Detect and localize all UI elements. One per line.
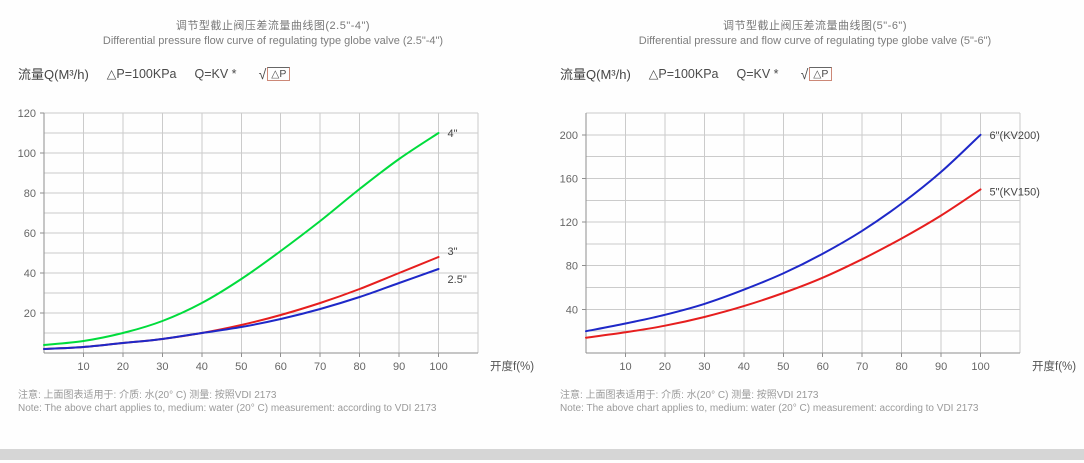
svg-text:10: 10 bbox=[619, 361, 631, 373]
chart-title-en: Differential pressure and flow curve of … bbox=[638, 35, 992, 47]
svg-text:50: 50 bbox=[777, 361, 789, 373]
chart-title-cn: 调节型截止阀压差流量曲线图(2.5"-4") bbox=[175, 20, 371, 32]
svg-text:80: 80 bbox=[354, 361, 366, 373]
svg-text:30: 30 bbox=[156, 361, 168, 373]
svg-text:6"(KV200): 6"(KV200) bbox=[990, 130, 1040, 142]
svg-text:80: 80 bbox=[24, 188, 36, 200]
note-cn: 注意: 上面图表适用于: 介质: 水(20° C) 测量: 按照VDI 2173 bbox=[560, 390, 819, 401]
svg-text:3": 3" bbox=[448, 246, 458, 258]
svg-text:100: 100 bbox=[971, 361, 989, 373]
pressure-label: △P=100KPa bbox=[648, 67, 719, 81]
svg-text:160: 160 bbox=[560, 173, 578, 185]
svg-text:2.5": 2.5" bbox=[448, 274, 467, 286]
chart-panel-small-valves: 调节型截止阀压差流量曲线图(2.5"-4") Differential pres… bbox=[8, 20, 538, 415]
svg-text:20: 20 bbox=[24, 308, 36, 320]
sqrt-argument: △P bbox=[267, 66, 291, 81]
note-en: Note: The above chart applies to, medium… bbox=[18, 403, 437, 414]
flow-axis-label: 流量Q(M³/h) bbox=[18, 67, 89, 82]
svg-text:开度f(%): 开度f(%) bbox=[1032, 359, 1076, 373]
svg-text:80: 80 bbox=[896, 361, 908, 373]
svg-text:10: 10 bbox=[77, 361, 89, 373]
svg-text:120: 120 bbox=[18, 108, 36, 120]
svg-text:40: 40 bbox=[196, 361, 208, 373]
sqrt-radical-icon: √ △P bbox=[259, 66, 291, 82]
formula-row: 流量Q(M³/h) △P=100KPa Q=KV * √ △P bbox=[560, 64, 1080, 83]
note-cn: 注意: 上面图表适用于: 介质: 水(20° C) 测量: 按照VDI 2173 bbox=[18, 390, 277, 401]
chart-title-en: Differential pressure flow curve of regu… bbox=[102, 35, 444, 47]
sqrt-radical-icon: √ △P bbox=[801, 66, 833, 82]
svg-text:70: 70 bbox=[856, 361, 868, 373]
svg-text:60: 60 bbox=[275, 361, 287, 373]
svg-text:50: 50 bbox=[235, 361, 247, 373]
svg-text:60: 60 bbox=[817, 361, 829, 373]
svg-text:90: 90 bbox=[935, 361, 947, 373]
flow-axis-label: 流量Q(M³/h) bbox=[560, 67, 631, 82]
page-edge-strip bbox=[0, 449, 1084, 460]
chart-notes: 注意: 上面图表适用于: 介质: 水(20° C) 测量: 按照VDI 2173… bbox=[560, 389, 1080, 415]
chart-panel-large-valves: 调节型截止阀压差流量曲线图(5"-6") Differential pressu… bbox=[550, 20, 1080, 415]
svg-text:120: 120 bbox=[560, 217, 578, 229]
formula-label: Q=KV * bbox=[194, 66, 237, 81]
pressure-label: △P=100KPa bbox=[106, 67, 177, 81]
svg-text:80: 80 bbox=[566, 261, 578, 273]
radical-sign: √ bbox=[800, 65, 809, 82]
note-en: Note: The above chart applies to, medium… bbox=[560, 403, 979, 414]
svg-text:4": 4" bbox=[448, 128, 458, 140]
svg-text:开度f(%): 开度f(%) bbox=[490, 359, 534, 373]
chart-title-cn: 调节型截止阀压差流量曲线图(5"-6") bbox=[722, 20, 908, 32]
svg-text:70: 70 bbox=[314, 361, 326, 373]
radical-sign: √ bbox=[258, 65, 267, 82]
formula-label: Q=KV * bbox=[736, 66, 779, 81]
svg-text:100: 100 bbox=[429, 361, 447, 373]
formula-row: 流量Q(M³/h) △P=100KPa Q=KV * √ △P bbox=[18, 64, 538, 83]
svg-text:200: 200 bbox=[560, 130, 578, 142]
svg-text:40: 40 bbox=[566, 304, 578, 316]
flow-curve-chart-small-valves: 10 20 30 40 50 60 70 80 90 100 20 40 60 80 100 120 4" 3" 2… bbox=[18, 108, 535, 373]
svg-text:100: 100 bbox=[18, 148, 36, 160]
svg-text:60: 60 bbox=[24, 228, 36, 240]
chart-notes: 注意: 上面图表适用于: 介质: 水(20° C) 测量: 按照VDI 2173… bbox=[18, 389, 538, 415]
svg-text:5"(KV150): 5"(KV150) bbox=[990, 186, 1040, 198]
svg-text:20: 20 bbox=[117, 361, 129, 373]
svg-text:90: 90 bbox=[393, 361, 405, 373]
svg-text:30: 30 bbox=[698, 361, 710, 373]
svg-text:20: 20 bbox=[659, 361, 671, 373]
sqrt-argument: △P bbox=[809, 66, 833, 81]
flow-curve-chart-large-valves: 10 20 30 40 50 60 70 80 90 100 40 80 120 160 200 6"(KV2… bbox=[560, 112, 1076, 373]
svg-text:40: 40 bbox=[24, 268, 36, 280]
svg-text:40: 40 bbox=[738, 361, 750, 373]
